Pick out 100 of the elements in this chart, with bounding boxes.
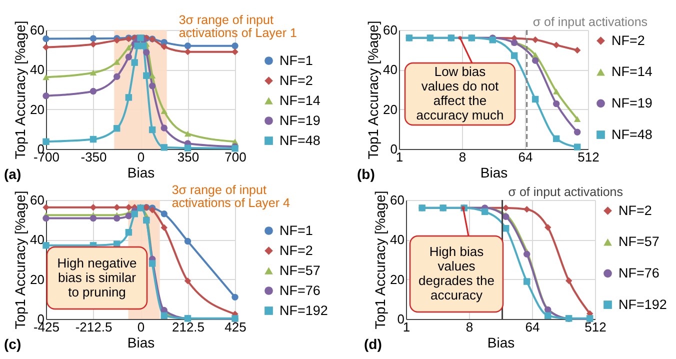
legend-label: NF=1 — [280, 52, 313, 68]
point — [125, 44, 132, 51]
point — [143, 72, 150, 79]
legend-label: NF=14 — [280, 92, 321, 108]
legend-label: NF=19 — [280, 112, 320, 128]
y-axis-title: Top1 Accuracy [%age] — [365, 20, 382, 160]
y-tick-label: 20 — [30, 102, 44, 117]
annotation: Low bias values do not affect the accuracy much — [416, 64, 504, 122]
point — [184, 278, 192, 284]
point — [114, 204, 120, 211]
point — [140, 42, 147, 50]
legend-label: NF=192 — [280, 302, 328, 318]
point — [42, 242, 50, 249]
x-axis-title: Bias — [127, 334, 155, 350]
x-tick-label: 1 — [396, 150, 404, 164]
x-tick-label: 64 — [518, 150, 533, 164]
point — [42, 204, 50, 211]
y-tick-label: 60 — [30, 22, 44, 38]
point — [90, 40, 97, 48]
x-tick-label: 1 — [402, 320, 410, 334]
point — [552, 100, 560, 108]
point — [125, 204, 132, 211]
point — [148, 72, 156, 79]
legend-label: NF=2 — [612, 32, 645, 48]
x-tick-label: 0 — [137, 320, 145, 334]
point — [160, 224, 168, 231]
point — [544, 224, 552, 231]
x-tick-label: -212.5 — [75, 320, 112, 334]
point — [90, 204, 97, 211]
y-tick-label: 40 — [383, 62, 398, 78]
point — [566, 277, 572, 284]
x-tick-label: 0 — [137, 150, 145, 164]
point — [502, 204, 510, 212]
point — [574, 144, 581, 150]
point — [160, 43, 168, 50]
point — [42, 44, 50, 51]
y-tick-label: 60 — [30, 192, 44, 208]
legend-label: NF=2 — [280, 72, 313, 88]
legend-label: NF=14 — [612, 64, 653, 80]
text: (a) — [4, 166, 22, 182]
y-tick-label: 20 — [30, 272, 44, 287]
point — [114, 59, 120, 65]
point — [184, 238, 192, 245]
y-axis-title: Top1 Accuracy [%age] — [12, 190, 28, 330]
legend-label: NF=48 — [280, 132, 320, 148]
point — [148, 260, 156, 267]
point — [524, 206, 530, 213]
point — [131, 210, 138, 218]
y-tick-label: 20 — [390, 272, 404, 287]
x-tick-label: 700 — [224, 150, 246, 164]
point — [524, 278, 530, 285]
point — [160, 312, 168, 319]
point — [125, 212, 132, 220]
x-axis-title: Bias — [127, 164, 155, 180]
y-axis-title: Top1 Accuracy [%age] — [12, 20, 28, 160]
annotation: High bias values degrades the accuracy — [418, 244, 494, 302]
point — [184, 130, 192, 137]
y-tick-label: 60 — [383, 22, 398, 38]
point — [131, 59, 138, 66]
point — [482, 208, 488, 216]
point — [148, 126, 156, 134]
point — [524, 250, 530, 258]
y-tick-label: 20 — [383, 102, 398, 117]
point — [143, 49, 150, 56]
legend-label: NF=19 — [612, 95, 652, 110]
legend-label: NF=57 — [280, 262, 320, 278]
y-tick-label: 60 — [390, 192, 404, 208]
point — [532, 36, 539, 44]
y-tick-label: 40 — [30, 62, 44, 78]
legend-label: NF=76 — [618, 265, 660, 280]
point — [160, 210, 168, 218]
x-tick-label: 512 — [578, 150, 600, 164]
point — [114, 214, 120, 222]
point — [42, 214, 50, 222]
legend-label: NF=76 — [280, 282, 320, 298]
legend-label: NF=192 — [618, 296, 667, 312]
annotation: High negative bias is similar to pruning — [57, 255, 137, 300]
point — [148, 82, 156, 90]
x-tick-label: 212.5 — [172, 320, 205, 334]
y-axis-title: Top1 Accuracy [%age] — [372, 190, 388, 330]
x-tick-label: 350 — [177, 150, 200, 164]
x-axis-title: Bias — [487, 334, 515, 350]
point — [90, 136, 97, 143]
point — [532, 96, 539, 103]
legend-label: NF=1 — [280, 222, 313, 238]
legend-label: NF=48 — [612, 126, 652, 142]
point — [184, 48, 192, 56]
point — [42, 138, 50, 146]
point — [160, 108, 168, 114]
x-tick-label: 8 — [458, 150, 466, 164]
point — [232, 294, 238, 301]
point — [42, 92, 50, 100]
point — [125, 228, 132, 236]
text: (d) — [364, 336, 382, 352]
legend-label: NF=2 — [618, 202, 652, 218]
point — [125, 54, 132, 60]
point — [90, 214, 97, 222]
point — [552, 42, 560, 48]
text: (c) — [4, 336, 22, 352]
point — [574, 46, 581, 54]
